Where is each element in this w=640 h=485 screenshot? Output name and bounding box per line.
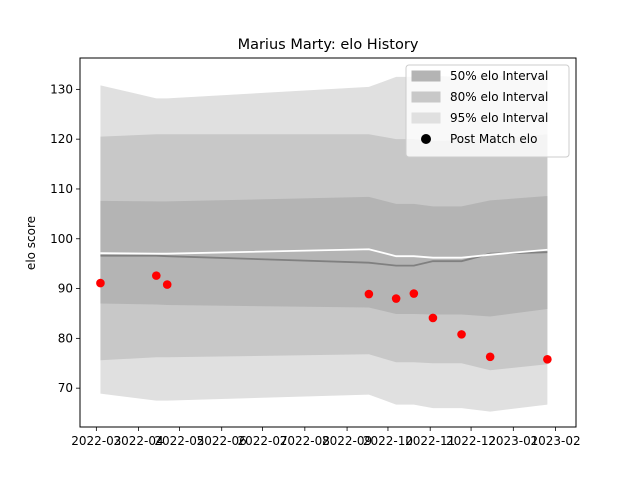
legend-label: 50% elo Interval [450, 69, 548, 83]
legend-swatch [411, 91, 441, 103]
legend-label: Post Match elo [450, 132, 537, 146]
y-axis-label: elo score [24, 216, 38, 270]
legend-swatch [411, 70, 441, 82]
post-match-point [457, 330, 466, 339]
series-line-2 [100, 248, 548, 259]
legend-item-80-elo-interval: 80% elo Interval [411, 90, 548, 104]
y-tick-label: 120 [50, 132, 73, 146]
legend-label: 95% elo Interval [450, 111, 548, 125]
y-axis: 70 80 90 100 110 120 130 [50, 82, 80, 395]
x-tick-label: 2022-09 [322, 434, 372, 448]
x-tick-label: 2022-11 [405, 434, 455, 448]
post-match-point [162, 280, 172, 289]
post-match-point [152, 271, 161, 280]
band-50-elo-interval [100, 195, 548, 317]
plot-area [96, 75, 552, 412]
y-tick-label: 80 [58, 331, 73, 345]
post-match-point [364, 289, 374, 299]
legend-box [405, 64, 570, 158]
x-tick-label: 2023-01 [488, 434, 538, 448]
y-tick-label: 100 [50, 232, 73, 246]
x-tick-label: 2022-06 [197, 434, 247, 448]
x-axis: 2022-032022-042022-052022-062022-072022-… [71, 427, 581, 448]
legend-item-50-elo-interval: 50% elo Interval [411, 69, 548, 83]
y-tick-label: 130 [50, 82, 73, 96]
y-tick-label: 90 [58, 282, 73, 296]
x-tick-label: 2022-03 [71, 434, 121, 448]
legend-item-post-match-elo: Post Match elo [421, 132, 537, 146]
x-tick-label: 2023-02 [530, 434, 580, 448]
x-tick-label: 2022-12 [446, 434, 496, 448]
legend-swatch [411, 112, 441, 124]
legend-label: 80% elo Interval [450, 90, 548, 104]
x-tick-label: 2022-04 [114, 434, 164, 448]
post-match-point [485, 352, 495, 362]
y-tick-label: 70 [58, 381, 73, 395]
chart-title: Marius Marty: elo History [238, 37, 419, 53]
legend-marker [421, 134, 431, 144]
post-match-point [409, 289, 419, 298]
x-tick-label: 2022-08 [280, 434, 330, 448]
x-tick-label: 2022-05 [154, 434, 204, 448]
post-match-point [391, 294, 401, 303]
x-tick-label: 2022-10 [363, 434, 413, 448]
plot-frame [79, 57, 577, 428]
y-tick-label: 110 [50, 182, 73, 196]
legend-item-95-elo-interval: 95% elo Interval [411, 111, 548, 125]
post-match-point [428, 313, 438, 323]
post-match-point [543, 354, 552, 364]
post-match-point [96, 278, 105, 288]
series-line-1 [100, 251, 548, 267]
x-tick-label: 2022-07 [238, 434, 288, 448]
legend: 50% elo Interval 80% elo Interval 95% elo … [405, 64, 570, 158]
